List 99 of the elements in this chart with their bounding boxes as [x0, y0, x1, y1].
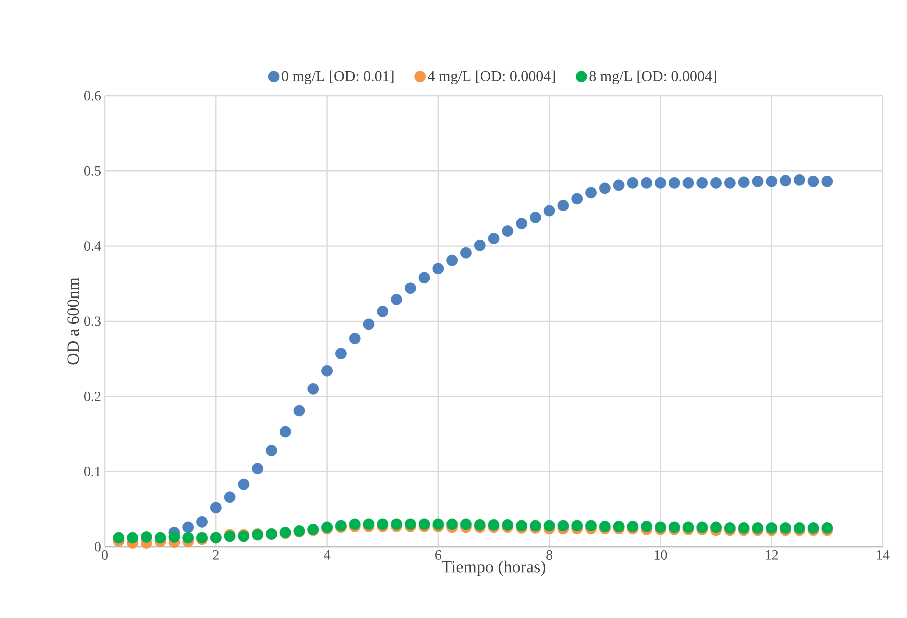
point — [322, 365, 333, 377]
point — [113, 532, 125, 544]
point — [544, 205, 556, 217]
point — [738, 176, 750, 188]
x-tick-label: 10 — [654, 550, 668, 560]
point — [488, 233, 500, 245]
point — [655, 522, 666, 534]
point — [377, 306, 389, 318]
y-tick-label: 0 — [95, 542, 101, 552]
point — [682, 522, 694, 534]
y-tick-label: 0.4 — [84, 242, 102, 252]
point — [502, 226, 514, 237]
x-tick-label: 0 — [102, 550, 108, 560]
point — [308, 383, 320, 395]
point — [668, 522, 680, 534]
point — [127, 532, 138, 544]
x-tick-label: 2 — [213, 550, 219, 560]
point — [627, 177, 639, 189]
point — [572, 193, 584, 205]
point — [460, 518, 472, 530]
point — [586, 187, 597, 199]
point — [822, 176, 834, 188]
point — [641, 177, 653, 189]
point — [752, 522, 764, 534]
point — [363, 318, 375, 330]
point — [724, 522, 736, 534]
point — [140, 532, 152, 543]
point — [724, 177, 736, 189]
point — [710, 522, 722, 534]
point — [794, 522, 806, 534]
y-tick-label: 0.5 — [84, 166, 101, 176]
y-tick-label: 0.3 — [84, 316, 101, 326]
point — [558, 200, 570, 212]
legend-label: 8 mg/L [OD: 0.0004] — [590, 70, 716, 84]
point — [780, 522, 792, 534]
point — [808, 522, 820, 534]
point — [418, 272, 430, 284]
point — [446, 518, 458, 530]
x-tick-label: 4 — [324, 550, 331, 560]
point — [349, 333, 361, 344]
point — [474, 240, 486, 252]
point — [558, 520, 570, 532]
point — [613, 520, 625, 532]
point — [238, 478, 250, 490]
point — [696, 177, 708, 189]
point — [752, 176, 764, 188]
point — [502, 519, 514, 531]
legend-label: 0 mg/L [OD: 0.01] — [282, 70, 394, 84]
x-tick-label: 6 — [436, 550, 442, 560]
legend-label: 4 mg/L [OD: 0.0004] — [428, 70, 556, 84]
point — [182, 522, 194, 534]
x-tick-label: 14 — [877, 550, 890, 560]
point — [613, 180, 625, 192]
point — [474, 519, 486, 531]
point — [544, 520, 556, 532]
point — [391, 294, 402, 306]
point — [794, 174, 806, 186]
y-tick-label: 0.1 — [84, 467, 101, 477]
point — [627, 520, 639, 532]
point — [530, 212, 542, 224]
point — [766, 522, 778, 534]
point — [738, 522, 750, 534]
x-tick-label: 12 — [766, 550, 778, 560]
point — [294, 405, 306, 417]
point — [224, 492, 236, 504]
point — [766, 176, 778, 188]
point — [822, 522, 834, 534]
point — [572, 520, 584, 532]
point — [586, 520, 597, 532]
point — [168, 532, 180, 543]
point — [460, 247, 472, 259]
point — [404, 282, 416, 294]
point — [210, 502, 222, 514]
point — [599, 520, 611, 532]
point — [196, 516, 208, 528]
point — [432, 263, 444, 275]
y-tick-label: 0.2 — [84, 392, 101, 402]
point — [682, 177, 694, 189]
point — [655, 177, 666, 189]
point — [182, 532, 194, 544]
y-axis-title: OD a 600nm — [68, 278, 80, 365]
point — [488, 519, 500, 531]
x-axis-title: Tiempo (horas) — [442, 560, 546, 576]
point — [446, 254, 458, 266]
point — [154, 532, 166, 544]
point — [516, 218, 528, 230]
point — [696, 522, 708, 534]
point — [599, 182, 611, 194]
point — [266, 445, 278, 456]
point — [668, 177, 680, 189]
point — [335, 348, 347, 360]
x-tick-label: 8 — [546, 550, 553, 560]
point — [641, 520, 653, 532]
point — [280, 426, 292, 438]
point — [252, 463, 264, 475]
point — [710, 177, 722, 189]
y-tick-label: 0.6 — [84, 91, 102, 101]
point — [808, 176, 820, 188]
point — [780, 175, 792, 187]
